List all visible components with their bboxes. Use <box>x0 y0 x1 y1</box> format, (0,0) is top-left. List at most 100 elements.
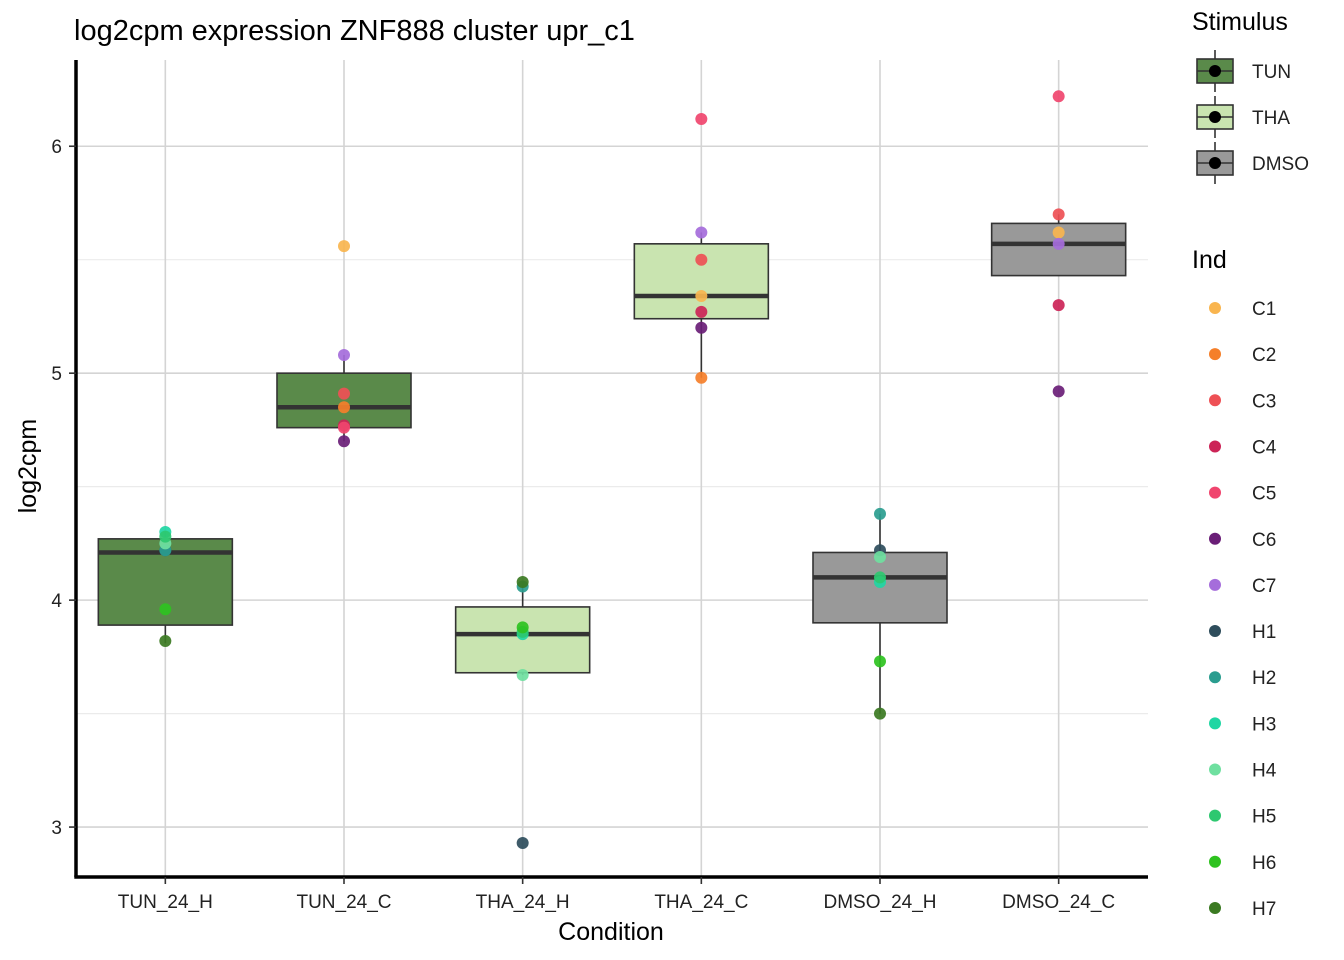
legend-ind-label: H7 <box>1252 899 1276 920</box>
data-point-THA_24_H-H7 <box>516 575 529 588</box>
data-point-DMSO_24_H-H7 <box>874 707 886 720</box>
legend-ind-label: H4 <box>1252 761 1277 782</box>
data-point-THA_24_C-C1 <box>695 290 708 303</box>
x-axis-label: Condition <box>558 918 664 946</box>
data-point-TUN_24_H-H5 <box>159 530 172 543</box>
legend-ind-label: C5 <box>1252 484 1276 505</box>
legend-ind-H1: H1 <box>1209 622 1276 643</box>
legend-key-point <box>1209 671 1221 684</box>
data-point-DMSO_24_C-C7 <box>1052 237 1065 250</box>
legend-key-point <box>1209 394 1221 407</box>
x-tick-label: DMSO_24_C <box>1002 892 1115 913</box>
legend-stimulus-label: TUN <box>1252 62 1291 83</box>
data-point-TUN_24_C-C7 <box>338 349 350 362</box>
legend-key-point <box>1209 763 1221 776</box>
legend-key-point <box>1209 625 1221 638</box>
legend-ind-H7: H7 <box>1209 899 1276 920</box>
y-tick-label: 3 <box>51 818 62 839</box>
box-iqr <box>276 372 412 429</box>
box-DMSO_24_H <box>812 513 948 714</box>
data-point-DMSO_24_C-C6 <box>1052 385 1065 398</box>
legend-ind-H2: H2 <box>1209 668 1276 689</box>
data-point-DMSO_24_C-C5 <box>1052 90 1065 103</box>
data-point-THA_24_C-C5 <box>695 113 708 126</box>
legend-ind-C3: C3 <box>1209 391 1276 412</box>
legend-ind-label: H3 <box>1252 714 1276 735</box>
data-point-TUN_24_C-C6 <box>338 435 350 448</box>
legend-ind-label: C2 <box>1252 345 1276 366</box>
y-tick-label: 4 <box>51 591 62 612</box>
chart-title: log2cpm expression ZNF888 cluster upr_c1 <box>74 15 635 47</box>
legend-ind-C2: C2 <box>1209 345 1276 366</box>
data-point-TUN_24_C-C3 <box>338 387 350 400</box>
data-point-TUN_24_C-C2 <box>338 401 350 414</box>
legend-ind-C5: C5 <box>1209 484 1276 505</box>
legend-key-point <box>1209 302 1221 314</box>
data-point-TUN_24_H-H7 <box>159 634 172 647</box>
legend-key-point <box>1209 157 1221 169</box>
data-point-DMSO_24_H-H6 <box>874 655 886 668</box>
legend-key-point <box>1209 486 1221 499</box>
y-tick-label: 5 <box>51 364 62 385</box>
legend-ind-C6: C6 <box>1209 530 1276 551</box>
data-point-TUN_24_C-C5 <box>338 421 350 434</box>
point-layer <box>159 90 1065 849</box>
legend-ind-H3: H3 <box>1209 714 1276 735</box>
data-point-THA_24_H-H4 <box>516 669 529 682</box>
legend-stimulus-THA: THA <box>1196 96 1290 138</box>
data-point-THA_24_C-C3 <box>695 253 708 266</box>
legend-ind-title: Ind <box>1192 246 1227 274</box>
box-layer <box>97 214 1127 714</box>
grid-layer <box>76 60 1148 877</box>
legend-ind-label: C4 <box>1252 437 1277 458</box>
data-point-DMSO_24_C-C1 <box>1052 226 1065 239</box>
data-point-DMSO_24_H-H5 <box>874 571 886 584</box>
legend-key-point <box>1209 65 1221 77</box>
legend-ind-C4: C4 <box>1209 437 1277 458</box>
data-point-TUN_24_C-C1 <box>338 240 350 253</box>
legend-ind-label: C1 <box>1252 299 1276 320</box>
data-point-THA_24_C-C4 <box>695 305 708 318</box>
legend-ind-H6: H6 <box>1209 853 1276 874</box>
data-point-THA_24_C-C7 <box>695 226 708 239</box>
legend-ind-C1: C1 <box>1209 299 1276 320</box>
legend-key-point <box>1209 901 1221 914</box>
y-tick-label: 6 <box>51 137 62 158</box>
legend-ind-label: H5 <box>1252 807 1276 828</box>
data-point-DMSO_24_C-C4 <box>1052 299 1065 312</box>
legend-ind-label: C6 <box>1252 530 1276 551</box>
legend-stimulus-DMSO: DMSO <box>1196 142 1309 184</box>
x-tick-label: DMSO_24_H <box>824 892 937 913</box>
legend-key-point <box>1209 809 1221 822</box>
y-axis-label: log2cpm <box>14 419 42 514</box>
data-point-TUN_24_H-H6 <box>159 603 172 616</box>
data-point-DMSO_24_H-H4 <box>874 551 886 564</box>
legend-stimulus-label: THA <box>1252 108 1290 129</box>
legend-ind-label: C3 <box>1252 391 1276 412</box>
data-point-DMSO_24_H-H2 <box>874 507 886 520</box>
data-point-THA_24_C-C2 <box>695 371 708 384</box>
legend-stimulus-label: DMSO <box>1252 154 1309 175</box>
data-point-THA_24_C-C6 <box>695 321 708 334</box>
x-tick-label: TUN_24_C <box>296 892 391 913</box>
legend-key-point <box>1209 578 1221 591</box>
legend-ind-C7: C7 <box>1209 576 1276 597</box>
legend-key-point <box>1209 440 1221 453</box>
legend-stimulus-title: Stimulus <box>1192 8 1288 36</box>
data-point-THA_24_H-H1 <box>516 836 529 849</box>
legend-key-point <box>1209 855 1221 868</box>
legend-key-point <box>1209 532 1221 545</box>
legend-ind-label: H1 <box>1252 622 1276 643</box>
x-tick-label: THA_24_C <box>654 892 748 913</box>
legend-ind-label: C7 <box>1252 576 1276 597</box>
box-TUN_24_C <box>276 355 412 442</box>
legend-key-point <box>1209 111 1221 123</box>
legend: Stimulus TUN THA DMSO Ind C1 C2 C3 C4 C5 C6 C7 H1 H2 H… <box>1192 8 1309 920</box>
legend-ind-label: H2 <box>1252 668 1276 689</box>
x-tick-label: THA_24_H <box>476 892 570 913</box>
legend-key-point <box>1209 348 1221 361</box>
data-point-THA_24_H-H6 <box>516 621 529 634</box>
x-tick-label: TUN_24_H <box>118 892 213 913</box>
legend-ind-H5: H5 <box>1209 807 1276 828</box>
